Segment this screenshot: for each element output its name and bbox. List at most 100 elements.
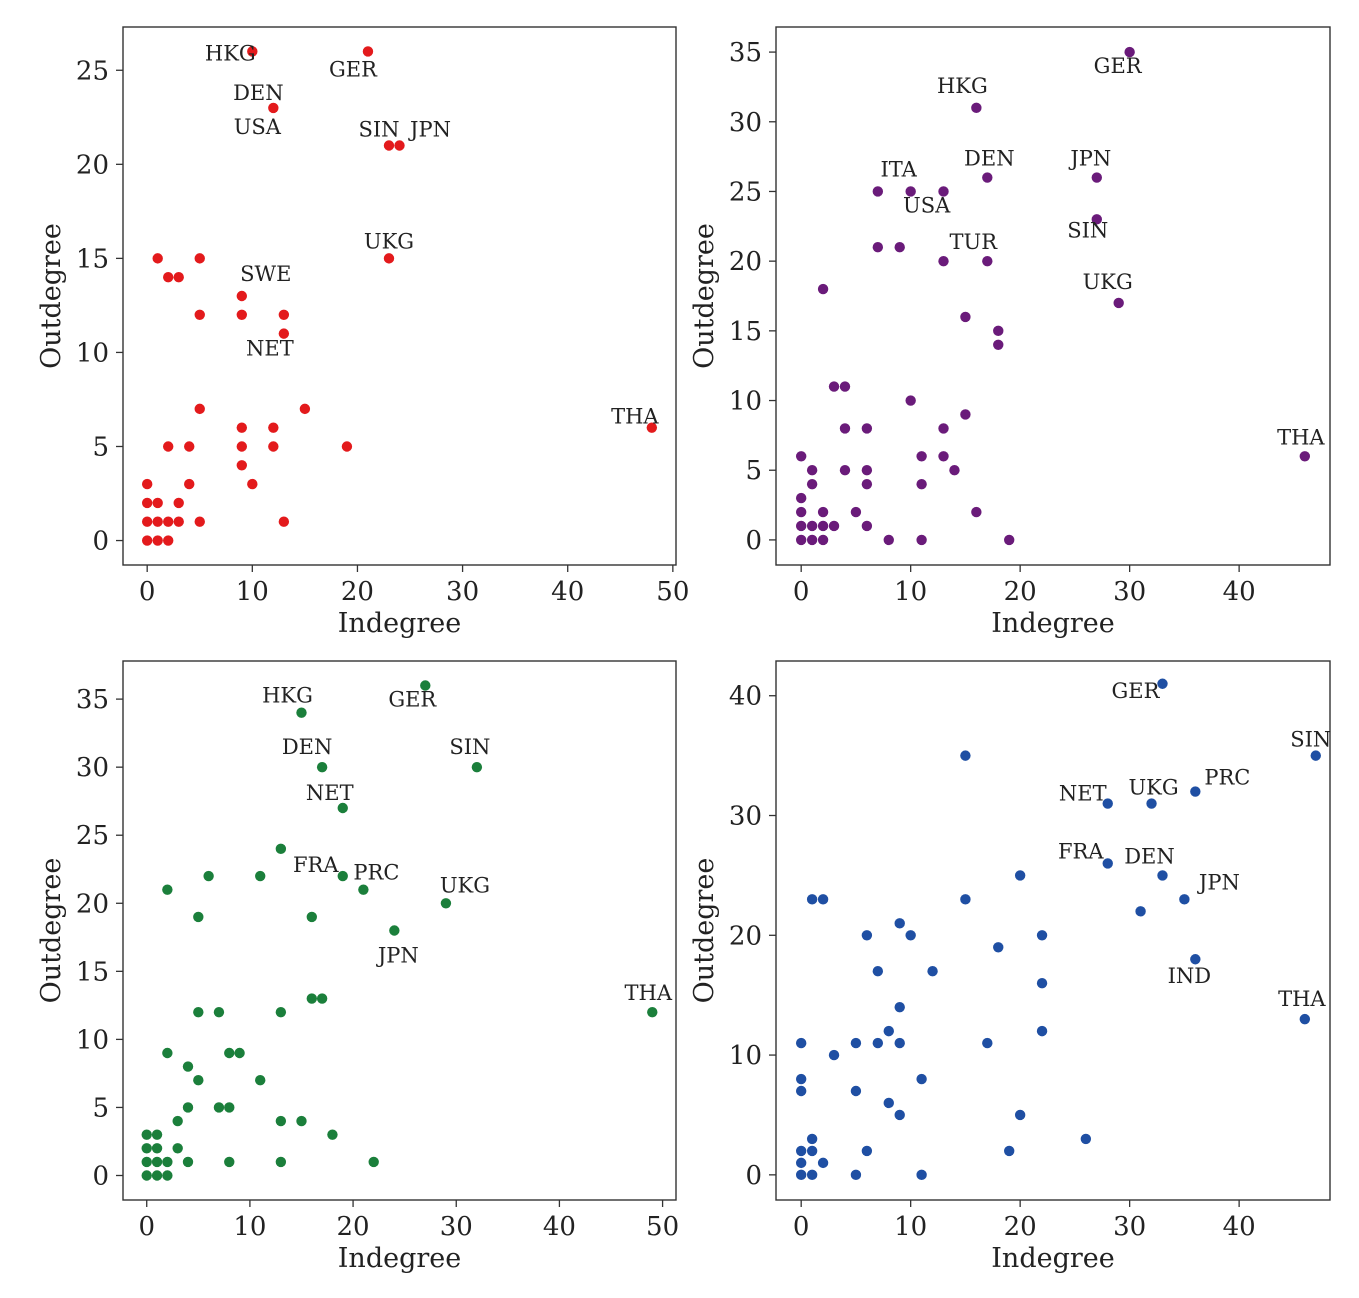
y-tick-label: 10 [76,1025,109,1055]
data-point [806,478,818,490]
point-label: THA [611,405,659,429]
plot-frame [122,26,677,566]
data-point [151,1129,163,1140]
y-tick-label: 10 [76,338,109,368]
data-point [806,1133,818,1145]
data-point [883,534,894,546]
data-point [172,1115,183,1127]
y-tick-label: 0 [92,1162,109,1192]
data-point [971,506,982,518]
point-label: THA [625,981,673,1005]
data-point [795,1073,807,1085]
x-tick-label: 20 [337,1212,370,1242]
data-point [1004,534,1015,546]
point-label: SWE [240,262,291,286]
y-tick-label: 30 [729,108,762,138]
data-point [247,478,258,490]
x-tick-label: 30 [446,577,479,607]
data-point [795,534,807,546]
y-axis-label: Outdegree [689,858,720,1004]
data-point [163,271,174,283]
data-point [938,186,949,197]
data-point [255,870,266,882]
point-label: GER [1112,679,1161,703]
data-point [316,761,328,773]
data-point [151,1143,163,1154]
data-point [275,1006,287,1018]
data-point [141,1170,152,1181]
data-point [184,478,195,490]
y-tick-label: 10 [729,1041,762,1071]
data-point [163,535,174,546]
data-point [182,1061,194,1072]
data-point [850,506,862,518]
point-label: JPN [1068,147,1111,171]
x-tick-label: 20 [1004,577,1037,607]
data-point [872,186,884,197]
data-point [141,478,153,490]
point-label: SIN [1067,218,1108,242]
y-tick-label: 35 [76,685,109,715]
data-point [916,451,927,462]
point-label: THA [1278,987,1326,1011]
data-point [383,140,395,151]
data-point [316,993,328,1004]
data-point [960,894,971,905]
x-axis-label: Indegree [991,1243,1114,1274]
data-point [795,451,807,462]
point-label: USA [903,193,951,217]
data-point [1036,1025,1048,1037]
data-point [817,1157,829,1169]
x-axis-label: Indegree [338,1243,461,1274]
point-label: HKG [262,684,313,708]
data-point [173,497,184,509]
point-label: DEN [964,147,1015,171]
point-label: PRC [353,861,399,885]
data-point [152,497,163,509]
data-point [236,309,248,321]
y-tick-label: 20 [729,921,762,951]
data-point [795,1169,807,1181]
data-point [883,1097,894,1109]
data-point [224,1156,235,1168]
x-axis-label: Indegree [991,608,1114,639]
y-tick-label: 25 [729,177,762,207]
data-point [872,1037,884,1049]
x-tick-label: 20 [341,577,374,607]
data-point [861,465,873,476]
data-point [861,478,873,490]
data-point [193,1006,204,1018]
panel-bottom-left: 0 10 20 30 40 50 0 5 10 15 20 25 30 35 Indegree Outdegr… [36,660,679,1274]
y-tick-label: 15 [729,317,762,347]
x-tick-label: 10 [233,1212,266,1242]
plot-frame [122,660,677,1201]
x-tick-label: 50 [656,577,689,607]
data-point [850,1037,862,1049]
data-point [938,451,949,462]
data-point [141,1156,152,1168]
y-tick-label: 0 [92,527,109,557]
data-point [894,918,905,929]
data-point [163,441,174,452]
data-point [839,465,851,476]
point-label: JPN [408,118,451,142]
data-point [806,894,818,905]
data-point [394,140,405,151]
data-point [795,1037,807,1049]
data-point [883,1025,894,1037]
data-point [993,325,1004,337]
x-axis-label: Indegree [338,608,461,639]
data-point [806,534,818,546]
data-point [872,966,884,977]
data-point [162,1170,173,1181]
data-point [234,1047,245,1059]
data-point [817,894,829,905]
data-point [306,993,318,1004]
y-tick-label: 15 [76,957,109,987]
data-point [151,1170,163,1181]
data-point [795,492,807,504]
y-tick-label: 10 [729,387,762,417]
x-tick-label: 30 [1113,1212,1146,1242]
data-point [306,911,318,923]
data-point [993,339,1004,350]
